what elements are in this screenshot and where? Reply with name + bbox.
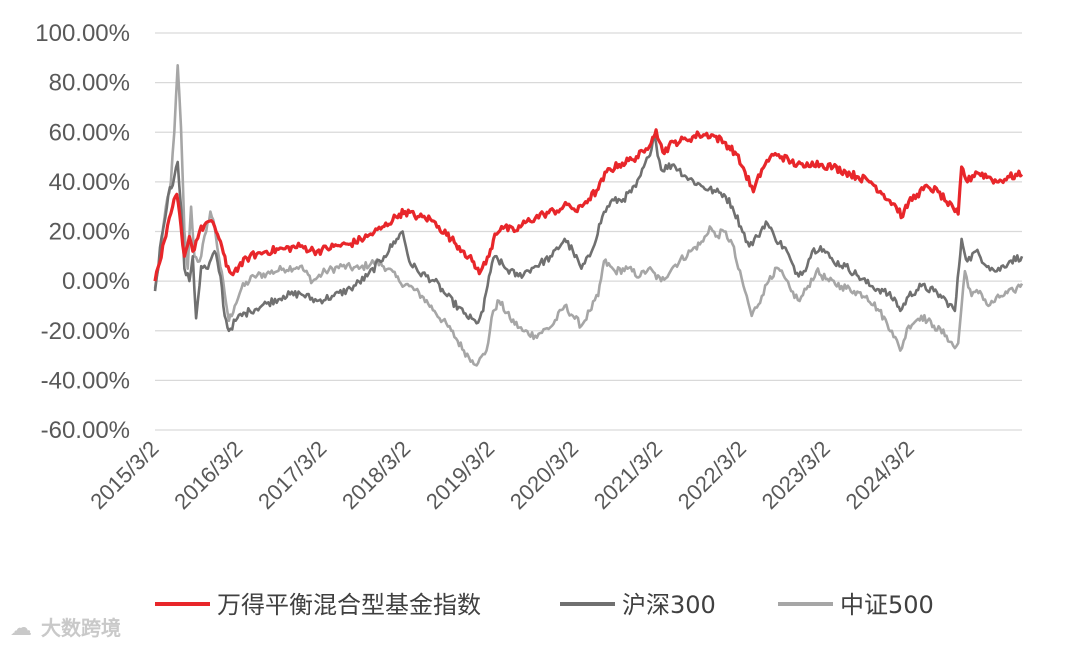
- y-tick-label: 20.00%: [49, 219, 130, 246]
- x-tick-label: 2022/3/2: [673, 436, 751, 514]
- legend-label: 沪深300: [622, 591, 716, 619]
- x-tick-label: 2019/3/2: [421, 436, 499, 514]
- x-tick-label: 2015/3/2: [85, 436, 163, 514]
- y-tick-label: 80.00%: [49, 70, 130, 97]
- gridlines: [155, 32, 1022, 431]
- y-tick-label: 60.00%: [49, 119, 130, 146]
- legend-label: 中证500: [840, 591, 934, 619]
- series-line-3: [153, 64, 1024, 367]
- y-tick-label: 40.00%: [49, 169, 130, 196]
- x-tick-label: 2023/3/2: [757, 436, 835, 514]
- x-tick-label: 2018/3/2: [337, 436, 415, 514]
- y-tick-label: 0.00%: [62, 268, 130, 295]
- cloud-logo-icon: ☁: [10, 616, 32, 641]
- x-tick-label: 2021/3/2: [589, 436, 667, 514]
- y-tick-label: 100.00%: [35, 20, 130, 47]
- legend-label: 万得平衡混合型基金指数: [217, 591, 481, 619]
- legend: 万得平衡混合型基金指数 沪深300 中证500: [155, 591, 934, 619]
- y-tick-label: -40.00%: [41, 367, 130, 394]
- series-line-2: [153, 133, 1024, 333]
- x-tick-label: 2020/3/2: [505, 436, 583, 514]
- x-tick-label: 2017/3/2: [253, 436, 331, 514]
- series-lines: [153, 64, 1024, 367]
- x-tick-label: 2016/3/2: [169, 436, 247, 514]
- y-tick-label: -60.00%: [41, 417, 130, 444]
- watermark-text: 大数跨境: [40, 616, 121, 640]
- y-axis-ticks: 100.00% 80.00% 60.00% 40.00% 20.00% 0.00% -20.…: [35, 20, 130, 444]
- watermark: ☁ 大数跨境: [10, 612, 121, 641]
- series-line-1: [153, 128, 1024, 282]
- x-axis-ticks: 2015/3/2 2016/3/2 2017/3/2 2018/3/2 2019/3/2…: [85, 436, 919, 514]
- y-tick-label: -20.00%: [41, 318, 130, 345]
- x-tick-label: 2024/3/2: [841, 436, 919, 514]
